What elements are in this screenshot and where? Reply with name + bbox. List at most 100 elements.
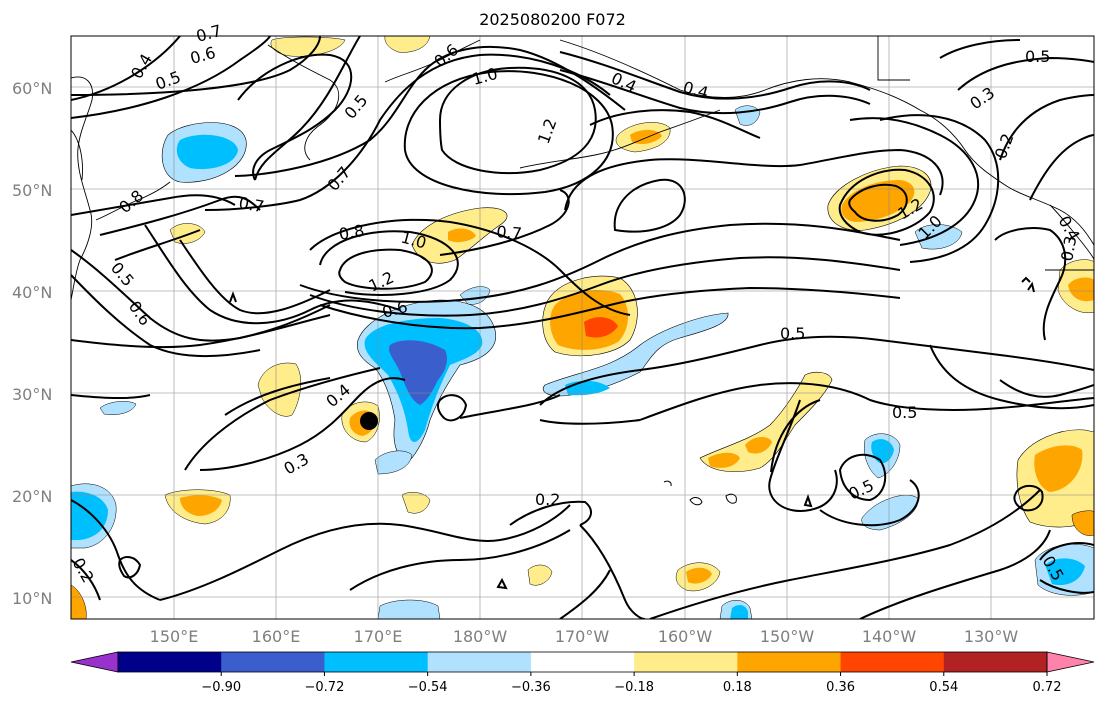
contour-line — [539, 335, 1094, 406]
contour-label: 0.5 — [780, 324, 805, 343]
hawaii-island — [663, 480, 672, 487]
contour-line — [118, 556, 142, 579]
contour-line — [848, 183, 908, 222]
lat-label: 40°N — [12, 283, 52, 302]
contour-line — [589, 109, 761, 139]
contour-line — [879, 114, 1000, 263]
positive-anomaly-region — [169, 223, 206, 244]
positive-anomaly-region — [527, 564, 553, 586]
hawaii-island — [689, 497, 703, 506]
colorbar-tick-label: 0.18 — [723, 680, 752, 695]
contour-line — [838, 453, 887, 502]
colorbar-segment — [118, 652, 222, 672]
contour-line — [559, 569, 611, 619]
contour-line — [639, 382, 1094, 421]
contour-line — [338, 248, 433, 290]
positive-anomaly-region — [1068, 277, 1094, 302]
contour-line — [1027, 281, 1035, 293]
contour-line — [71, 559, 101, 601]
alaska-interior-border — [877, 36, 910, 81]
aleutian-islands — [519, 109, 721, 169]
positive-anomaly-region — [745, 436, 772, 454]
contour-label: 0.8 — [115, 186, 147, 217]
negative-anomaly-region — [71, 491, 108, 540]
contour-line — [436, 394, 468, 422]
contour-line — [496, 577, 508, 590]
negative-anomaly-region — [176, 134, 238, 170]
positive-anomaly-region — [708, 452, 740, 468]
contour-line — [579, 524, 646, 619]
negative-anomaly-region — [389, 340, 448, 405]
contour-line — [254, 36, 361, 181]
contour-line — [234, 45, 626, 177]
positive-anomaly-region — [448, 228, 476, 243]
map-frame — [70, 35, 1095, 620]
contour-line — [539, 419, 641, 425]
positive-anomaly-region — [71, 584, 87, 619]
positive-anomaly-region — [584, 317, 618, 338]
contour-line — [299, 222, 901, 303]
lat-label: 10°N — [12, 589, 52, 608]
contour-line — [1039, 542, 1094, 561]
colorbar-segment — [943, 652, 1048, 672]
negative-anomaly-region — [542, 312, 729, 397]
colorbar-border — [117, 651, 1048, 673]
positive-anomaly-region — [1034, 445, 1083, 492]
negative-anomaly-region — [730, 604, 748, 619]
positive-anomaly-region — [270, 36, 346, 57]
contour-label: 0.2 — [991, 131, 1018, 161]
contour-label: 0.3 — [281, 449, 313, 478]
contour-label: 0.7 — [324, 163, 355, 195]
hawaii-island — [725, 493, 737, 504]
contour-label: 0.6 — [125, 297, 155, 329]
colorbar-segment — [530, 652, 635, 672]
colorbar: −0.90 −0.72 −0.54 −0.36 −0.18 0.18 0.36 0.54 0.7… — [70, 651, 1095, 695]
lon-label: 160°W — [658, 627, 713, 646]
contour-line — [999, 94, 1094, 161]
contour-line — [564, 148, 944, 211]
contour-line — [403, 70, 614, 196]
contour-line — [319, 286, 901, 330]
lon-label: 150°W — [760, 627, 815, 646]
lon-label: 180°W — [453, 627, 508, 646]
contour-line — [509, 500, 592, 526]
map-title: 2025080200 F072 — [479, 10, 626, 29]
lat-label: 60°N — [12, 79, 52, 98]
contour-line — [204, 53, 611, 211]
colorbar-tick-label: 0.72 — [1033, 680, 1062, 695]
contour-line — [613, 178, 686, 233]
contour-line — [319, 230, 459, 296]
contour-line — [71, 274, 261, 358]
contour-label: 0.3 — [1057, 234, 1080, 262]
contour-label: 0.5 — [153, 67, 183, 94]
kamchatka-coastline — [71, 76, 93, 301]
contour-line — [71, 499, 161, 601]
longitude-labels: 150°E 160°E 170°E 180°W 170°W 160°W 150°… — [150, 627, 1019, 646]
kuril-islands — [95, 181, 171, 221]
colorbar-tick-label: −0.54 — [408, 680, 448, 695]
contour-label: 0.5 — [892, 403, 917, 422]
contour-line — [229, 291, 237, 303]
contour-line — [838, 168, 935, 236]
coastlines — [71, 36, 1094, 506]
contour-label: 0.6 — [188, 43, 218, 68]
contour-line — [184, 367, 381, 471]
colorbar-tick-label: 0.54 — [929, 680, 958, 695]
contour-line — [144, 224, 401, 325]
colorbar-segment — [840, 652, 945, 672]
contour-line — [1013, 484, 1044, 512]
contour-line — [1021, 276, 1031, 283]
contour-line — [859, 529, 1051, 619]
colorbar-tick-label: −0.18 — [614, 680, 654, 695]
positive-anomaly-region — [180, 495, 222, 516]
contour-line — [349, 529, 571, 591]
contour-line — [71, 194, 236, 216]
contour-line — [237, 53, 353, 181]
contour-label: 0.2 — [535, 490, 560, 509]
alaska-peninsula — [384, 39, 481, 83]
lon-label: 160°E — [252, 627, 301, 646]
contour-line — [929, 344, 1094, 410]
negative-anomaly-region — [459, 286, 491, 305]
contour-line — [71, 36, 271, 119]
positive-anomaly-region — [699, 371, 833, 472]
